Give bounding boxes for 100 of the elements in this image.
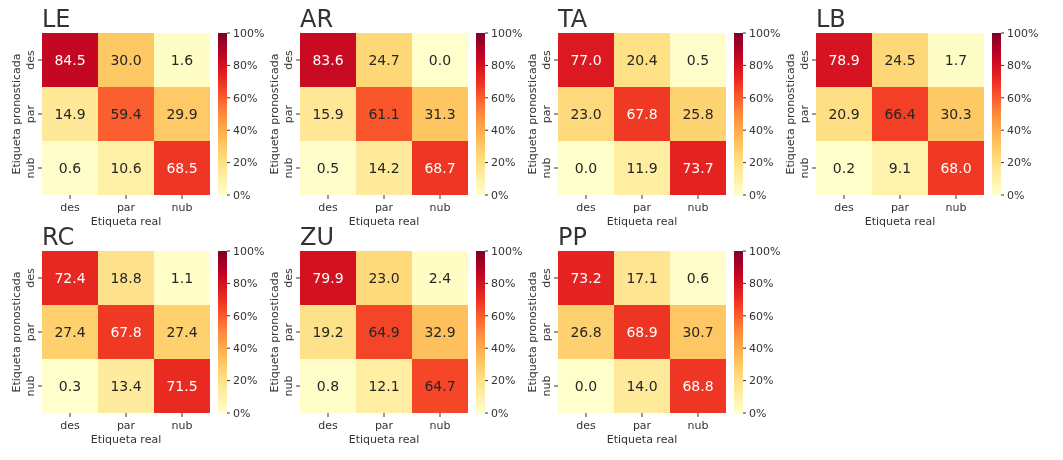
color-bar-label: 20% bbox=[491, 374, 516, 388]
chart-title: PP bbox=[558, 223, 587, 251]
data-label: 64.9 bbox=[368, 323, 400, 340]
y-axis-title: Etiqueta pronosticada bbox=[268, 271, 281, 393]
data-label: 0.6 bbox=[686, 269, 710, 286]
color-bar-label: 100% bbox=[1007, 26, 1039, 40]
data-label: 67.8 bbox=[626, 105, 658, 122]
y-tick-label: des bbox=[282, 49, 295, 70]
color-bar-label: 100% bbox=[749, 244, 781, 258]
color-bar-label: 20% bbox=[749, 156, 774, 170]
x-tick-label: nub bbox=[687, 201, 709, 214]
x-tick-label: nub bbox=[687, 419, 709, 432]
color-bar-label: 0% bbox=[1007, 188, 1025, 202]
x-tick-label: nub bbox=[945, 201, 967, 214]
y-axis-title: Etiqueta pronosticada bbox=[10, 271, 23, 393]
color-bar-label: 40% bbox=[233, 342, 258, 356]
y-tick-label: par bbox=[540, 104, 553, 124]
color-bar-label: 0% bbox=[491, 188, 509, 202]
data-label: 23.0 bbox=[570, 105, 602, 122]
color-bar-label: 20% bbox=[749, 374, 774, 388]
data-label: 20.4 bbox=[626, 51, 658, 68]
color-bar-label: 80% bbox=[491, 59, 516, 73]
data-label: 0.0 bbox=[574, 377, 598, 394]
y-tick-label: des bbox=[540, 49, 553, 70]
y-tick-label: par bbox=[540, 322, 553, 342]
x-tick-label: par bbox=[632, 201, 652, 214]
color-bar-label: 20% bbox=[491, 156, 516, 170]
x-tick-label: par bbox=[632, 419, 652, 432]
color-bar-label: 60% bbox=[491, 91, 516, 105]
y-tick-label: par bbox=[24, 322, 37, 342]
data-label: 14.9 bbox=[54, 105, 86, 122]
y-axis-title: Etiqueta pronosticada bbox=[268, 53, 281, 175]
x-tick-label: des bbox=[576, 419, 597, 432]
color-bar-label: 60% bbox=[749, 91, 774, 105]
y-tick-label: nub bbox=[282, 157, 295, 179]
y-tick-label: par bbox=[282, 104, 295, 124]
color-bar-label: 40% bbox=[233, 124, 258, 138]
data-label: 9.1 bbox=[888, 159, 912, 176]
color-bar-label: 100% bbox=[491, 244, 523, 258]
chart-title: LB bbox=[816, 5, 846, 33]
data-label: 68.5 bbox=[166, 159, 198, 176]
data-label: 66.4 bbox=[884, 105, 916, 122]
data-label: 29.9 bbox=[166, 105, 198, 122]
x-axis-title: Etiqueta real bbox=[90, 433, 162, 446]
color-bar-label: 20% bbox=[1007, 156, 1032, 170]
y-tick-label: des bbox=[798, 49, 811, 70]
color-bar-label: 100% bbox=[749, 26, 781, 40]
x-tick-label: des bbox=[60, 201, 81, 214]
color-bar-label: 20% bbox=[233, 374, 258, 388]
color-bar-label: 80% bbox=[749, 277, 774, 291]
y-axis-title: Etiqueta pronosticada bbox=[526, 271, 539, 393]
x-tick-label: nub bbox=[171, 201, 193, 214]
data-label: 68.0 bbox=[940, 159, 972, 176]
x-tick-label: nub bbox=[429, 201, 451, 214]
x-tick-label: par bbox=[374, 419, 394, 432]
data-label: 68.7 bbox=[424, 159, 456, 176]
data-label: 27.4 bbox=[166, 323, 198, 340]
x-tick-label: des bbox=[834, 201, 855, 214]
x-tick-label: par bbox=[374, 201, 394, 214]
y-tick-label: nub bbox=[798, 157, 811, 179]
x-tick-label: des bbox=[318, 201, 339, 214]
color-bar-label: 60% bbox=[1007, 91, 1032, 105]
color-bar-label: 60% bbox=[749, 309, 774, 323]
chart-title: ZU bbox=[300, 223, 335, 251]
data-label: 30.0 bbox=[110, 51, 142, 68]
data-label: 73.2 bbox=[570, 269, 602, 286]
data-label: 32.9 bbox=[424, 323, 456, 340]
data-label: 26.8 bbox=[570, 323, 602, 340]
color-bar-label: 100% bbox=[233, 26, 265, 40]
color-bar-label: 20% bbox=[233, 156, 258, 170]
data-label: 31.3 bbox=[424, 105, 456, 122]
y-tick-label: des bbox=[24, 49, 37, 70]
data-label: 0.3 bbox=[58, 377, 82, 394]
chart-title: RC bbox=[42, 223, 75, 251]
x-tick-label: des bbox=[318, 419, 339, 432]
color-bar-label: 100% bbox=[233, 244, 265, 258]
x-axis-title: Etiqueta real bbox=[348, 215, 420, 228]
chart-title: TA bbox=[557, 5, 588, 33]
data-label: 71.5 bbox=[166, 377, 198, 394]
data-label: 14.2 bbox=[368, 159, 400, 176]
x-tick-label: des bbox=[60, 419, 81, 432]
data-label: 18.8 bbox=[110, 269, 142, 286]
x-axis-title: Etiqueta real bbox=[864, 215, 936, 228]
x-tick-label: par bbox=[116, 419, 136, 432]
y-tick-label: par bbox=[24, 104, 37, 124]
data-label: 1.6 bbox=[170, 51, 194, 68]
data-label: 12.1 bbox=[368, 377, 400, 394]
y-tick-label: nub bbox=[24, 157, 37, 179]
data-label: 14.0 bbox=[626, 377, 658, 394]
x-axis-title: Etiqueta real bbox=[606, 215, 678, 228]
color-bar-label: 60% bbox=[233, 309, 258, 323]
data-label: 0.2 bbox=[832, 159, 856, 176]
y-tick-label: nub bbox=[540, 157, 553, 179]
y-tick-label: des bbox=[24, 267, 37, 288]
color-bar-label: 0% bbox=[233, 188, 251, 202]
y-tick-label: des bbox=[540, 267, 553, 288]
x-axis-title: Etiqueta real bbox=[606, 433, 678, 446]
color-bar-label: 0% bbox=[233, 406, 251, 420]
data-label: 20.9 bbox=[828, 105, 860, 122]
data-label: 83.6 bbox=[312, 51, 344, 68]
